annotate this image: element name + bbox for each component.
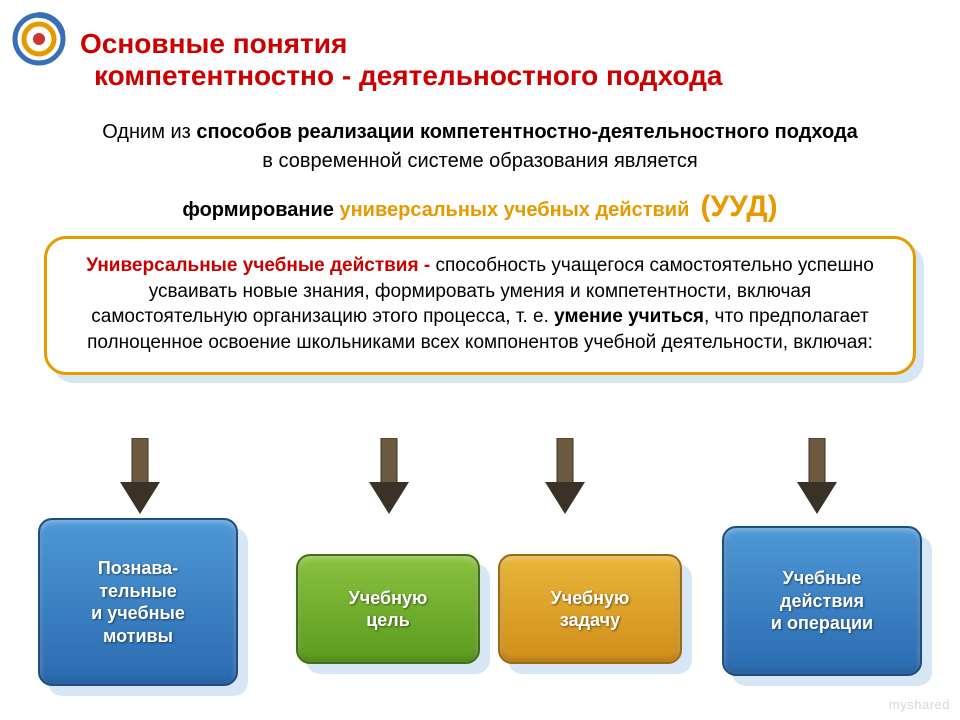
card-label: Учебную задачу: [551, 587, 630, 632]
arrow-down-icon: [367, 438, 411, 516]
arrow-down-icon: [795, 438, 839, 516]
uud-paren: (УУД): [701, 190, 778, 223]
arrows-row: [0, 438, 960, 516]
category-card: Учебные действия и операции: [722, 526, 922, 676]
def-body-b: умение учиться: [554, 306, 704, 327]
definition-content: Универсальные учебные действия - способн…: [44, 236, 916, 375]
intro-text: Одним из способов реализации компетентно…: [20, 118, 940, 176]
arrow-down-icon: [543, 438, 587, 516]
category-card: Познава- тельные и учебные мотивы: [38, 518, 238, 686]
card-label: Познава- тельные и учебные мотивы: [91, 557, 185, 647]
intro-part3: в современной системе образования являет…: [262, 150, 697, 172]
card-label: Учебную цель: [349, 587, 428, 632]
uud-lead: формирование: [182, 199, 339, 221]
definition-box: Универсальные учебные действия - способн…: [44, 236, 916, 375]
card-label: Учебные действия и операции: [771, 567, 873, 635]
category-card: Учебную цель: [296, 554, 480, 664]
def-lead: Универсальные учебные действия -: [86, 255, 435, 276]
category-card: Учебную задачу: [498, 554, 682, 664]
title-line2: компетентностно - деятельностного подход…: [94, 60, 940, 92]
uud-highlight: универсальных учебных действий: [339, 199, 689, 221]
title-line1: Основные понятия: [80, 28, 940, 60]
intro-part1: Одним из: [102, 121, 196, 143]
intro-part2: способов реализации компетентностно-деят…: [196, 121, 857, 143]
watermark: myshared: [889, 697, 950, 712]
cards-row: Познава- тельные и учебные мотивы Учебную…: [0, 518, 960, 688]
uud-line: формирование универсальных учебных дейст…: [20, 190, 940, 224]
arrow-down-icon: [118, 438, 162, 516]
slide-title: Основные понятия компетентностно - деяте…: [80, 28, 940, 92]
logo-icon: [12, 12, 66, 66]
